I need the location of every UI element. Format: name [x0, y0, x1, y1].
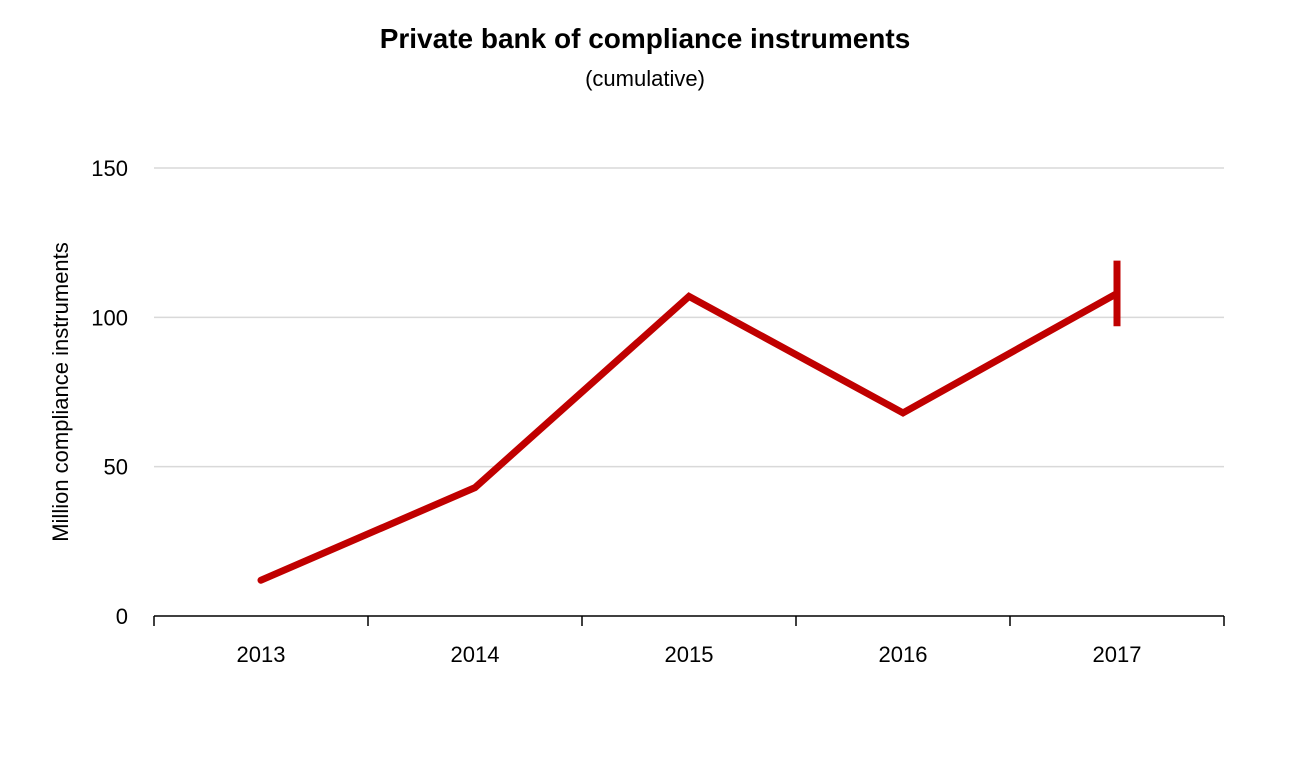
data-point [474, 487, 476, 489]
data-point [902, 412, 904, 414]
y-tick-label: 100 [91, 305, 128, 330]
y-tick-label: 0 [116, 604, 128, 629]
y-axis-title: Million compliance instruments [48, 242, 73, 542]
chart-title: Private bank of compliance instruments [380, 23, 911, 54]
x-tick-label: 2015 [665, 642, 714, 667]
x-tick-label: 2016 [879, 642, 928, 667]
x-tick-label: 2013 [237, 642, 286, 667]
data-point [688, 295, 690, 297]
series-line [257, 289, 1121, 584]
x-tick-label: 2017 [1093, 642, 1142, 667]
y-tick-label: 50 [104, 455, 128, 480]
y-tick-label: 150 [91, 156, 128, 181]
x-tick-label: 2014 [451, 642, 500, 667]
data-point [260, 579, 262, 581]
chart-subtitle: (cumulative) [585, 66, 705, 91]
